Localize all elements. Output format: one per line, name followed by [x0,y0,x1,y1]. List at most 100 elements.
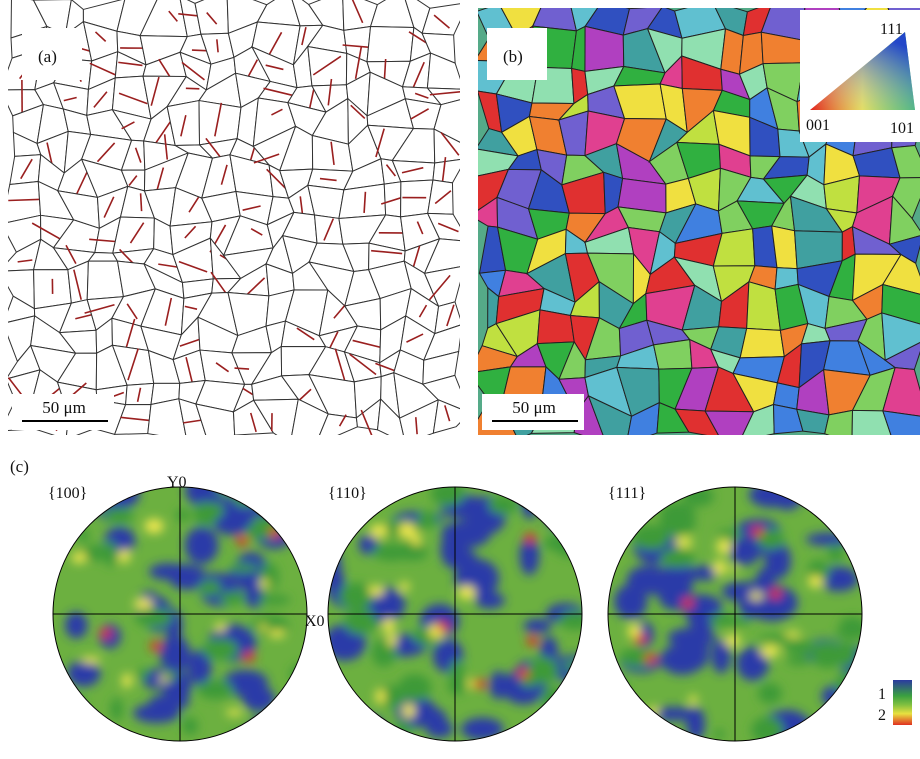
density-peak [243,652,255,662]
grain [740,328,784,357]
density-mid [834,728,844,741]
density-mid [58,694,84,718]
density-low [286,475,307,499]
panel-label: (a) [38,47,57,66]
density-mid [339,583,373,610]
density-low [660,644,703,675]
density-low [321,708,358,736]
density-mid [196,503,224,519]
density-mid [758,683,782,704]
density-peak [527,636,539,646]
density-high [119,549,130,563]
density-mid [137,668,149,678]
density-high [134,599,153,610]
density-mid [528,656,557,684]
density-high [81,657,101,664]
density-mid [229,564,258,573]
density-low [640,572,668,595]
density-mid [714,729,724,739]
density-peak [682,598,694,608]
density-mid [819,487,836,506]
pole-figure-title: {100} [48,485,87,502]
density-mid [202,638,239,660]
grain [533,0,577,31]
density-peak [634,634,646,644]
density-high [749,592,763,600]
density-low [273,475,312,512]
density-low [65,612,87,639]
density-high [785,631,801,637]
density-low [287,702,326,722]
ipf-label: 001 [806,117,830,134]
density-mid [556,530,590,545]
pole-figure-title: {111} [608,485,646,502]
density-mid [176,509,189,522]
density-mid [105,508,134,524]
grain [195,0,228,34]
density-mid [290,663,321,685]
density-high [259,624,267,631]
density-mid [417,511,437,529]
twin-boundary [186,88,199,89]
density-mid [44,723,76,746]
density-low [461,718,504,740]
density-mid [182,717,198,735]
density-low [524,619,552,634]
grain [883,411,920,445]
density-mid [828,544,844,562]
density-high [713,560,726,576]
twin-boundary [192,50,206,51]
density-low [782,729,825,742]
density-high [725,635,741,647]
density-mid [198,580,221,595]
density-high [370,524,387,538]
density-high [269,630,285,637]
density-mid [398,674,431,701]
density-high [729,566,738,572]
twin-boundary [235,368,250,369]
density-low [800,729,818,750]
density-low [328,723,349,738]
density-low [160,635,190,672]
density-high [369,586,384,596]
density-high [388,634,397,647]
density-peak [437,622,449,632]
density-low [353,715,385,750]
density-mid [786,641,819,655]
density-mid [835,626,872,639]
density-low [806,533,852,546]
density-peak [150,641,162,651]
density-high [226,709,243,716]
density-peak [100,628,112,638]
twin-boundary [141,193,142,211]
density-low [490,671,508,700]
density-mid [431,481,465,507]
pole-figure-title: {110} [328,485,367,502]
density-mid [448,676,467,694]
scale-bar-label: 50 μm [512,398,556,417]
density-high [716,540,731,554]
density-high [383,618,394,634]
density-high [122,673,132,687]
grain [654,340,692,370]
density-mid [632,525,670,550]
grain [825,410,853,443]
grain [433,159,466,183]
density-low [686,707,705,741]
density-high [375,689,385,704]
density-low [440,535,469,564]
density-low [185,527,218,564]
density-high [72,552,86,563]
axis-label: Y0 [167,474,187,491]
density-mid [246,525,258,541]
density-high [215,622,226,631]
density-low [149,563,187,580]
density-mid [717,530,743,538]
density-mid [488,495,518,514]
density-mid [640,721,653,740]
density-mid [660,549,695,568]
density-mid [320,705,337,718]
density-peak [645,654,657,664]
density-low [254,715,299,727]
density-peak [236,536,248,546]
